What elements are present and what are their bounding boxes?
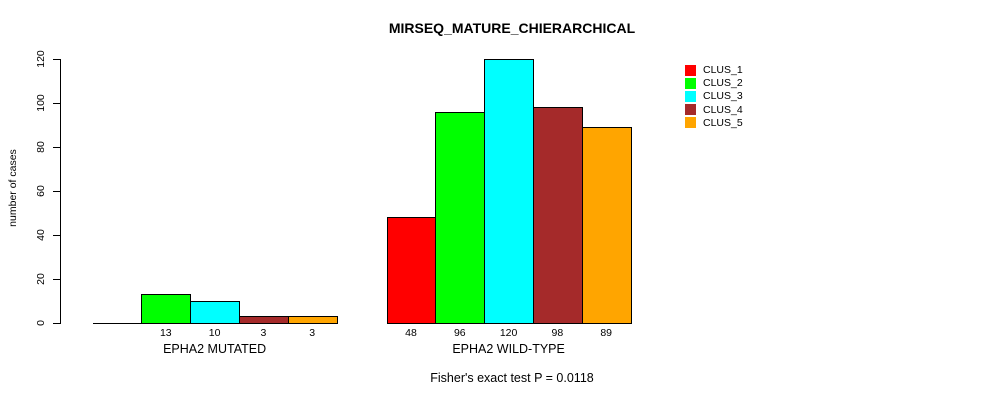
bar-value-label: 3 [260, 327, 267, 339]
bar-value-label: 98 [551, 327, 564, 339]
legend-label: CLUS_3 [703, 90, 743, 103]
footer-note: Fisher's exact test P = 0.0118 [430, 371, 594, 385]
legend-item-clus_2: CLUS_2 [685, 77, 743, 89]
bar-clus_2 [435, 112, 486, 324]
legend-label: CLUS_5 [703, 116, 743, 129]
y-axis-tick [53, 279, 61, 280]
y-axis-title: number of cases [7, 149, 19, 227]
bar-clus_3 [190, 301, 240, 324]
legend-swatch-icon [685, 77, 696, 89]
y-axis-tick-label: 0 [35, 320, 47, 326]
bar-value-label: 13 [159, 327, 172, 339]
y-axis-tick-label: 100 [35, 94, 47, 112]
legend-label: CLUS_4 [703, 103, 743, 116]
y-axis-tick [53, 103, 61, 104]
legend-item-clus_1: CLUS_1 [685, 64, 743, 76]
bar-clus_5 [581, 127, 632, 324]
group-label: EPHA2 MUTATED [163, 342, 267, 356]
bar-clus_4 [239, 316, 289, 324]
bar-clus_3 [484, 59, 534, 324]
bar-value-label: 10 [208, 327, 221, 339]
y-axis-tick [53, 147, 61, 148]
bar-clus_2 [141, 294, 192, 324]
y-axis-tick-label: 20 [35, 273, 47, 285]
bar-clus_4 [533, 107, 583, 324]
y-axis-tick [53, 59, 61, 60]
legend-swatch-icon [685, 117, 696, 129]
bar-zero-clus_1 [92, 323, 143, 324]
bar-value-label: 3 [309, 327, 316, 339]
legend-label: CLUS_1 [703, 64, 743, 76]
group-label: EPHA2 WILD-TYPE [452, 342, 565, 356]
bar-clus_5 [287, 316, 338, 324]
bar-clus_1 [386, 217, 437, 324]
legend-swatch-icon [685, 90, 696, 102]
bar-value-label: 48 [405, 327, 417, 339]
y-axis-tick-label: 80 [35, 141, 47, 153]
y-axis-tick [53, 323, 61, 324]
bar-value-label: 96 [453, 327, 466, 339]
y-axis-tick [53, 191, 61, 192]
bar-value-label: 120 [499, 327, 518, 339]
y-axis-tick-label: 60 [35, 185, 47, 197]
y-axis-tick-label: 40 [35, 229, 47, 241]
chart-title: MIRSEQ_MATURE_CHIERARCHICAL [388, 20, 636, 36]
legend-item-clus_4: CLUS_4 [685, 104, 743, 116]
y-axis-tick-label: 120 [35, 50, 47, 68]
legend-item-clus_3: CLUS_3 [685, 90, 743, 102]
legend-swatch-icon [685, 64, 696, 76]
y-axis-tick [53, 235, 61, 236]
legend-swatch-icon [685, 104, 696, 116]
bar-value-label: 89 [600, 327, 613, 339]
legend-item-clus_5: CLUS_5 [685, 117, 743, 129]
legend-label: CLUS_2 [703, 77, 743, 90]
